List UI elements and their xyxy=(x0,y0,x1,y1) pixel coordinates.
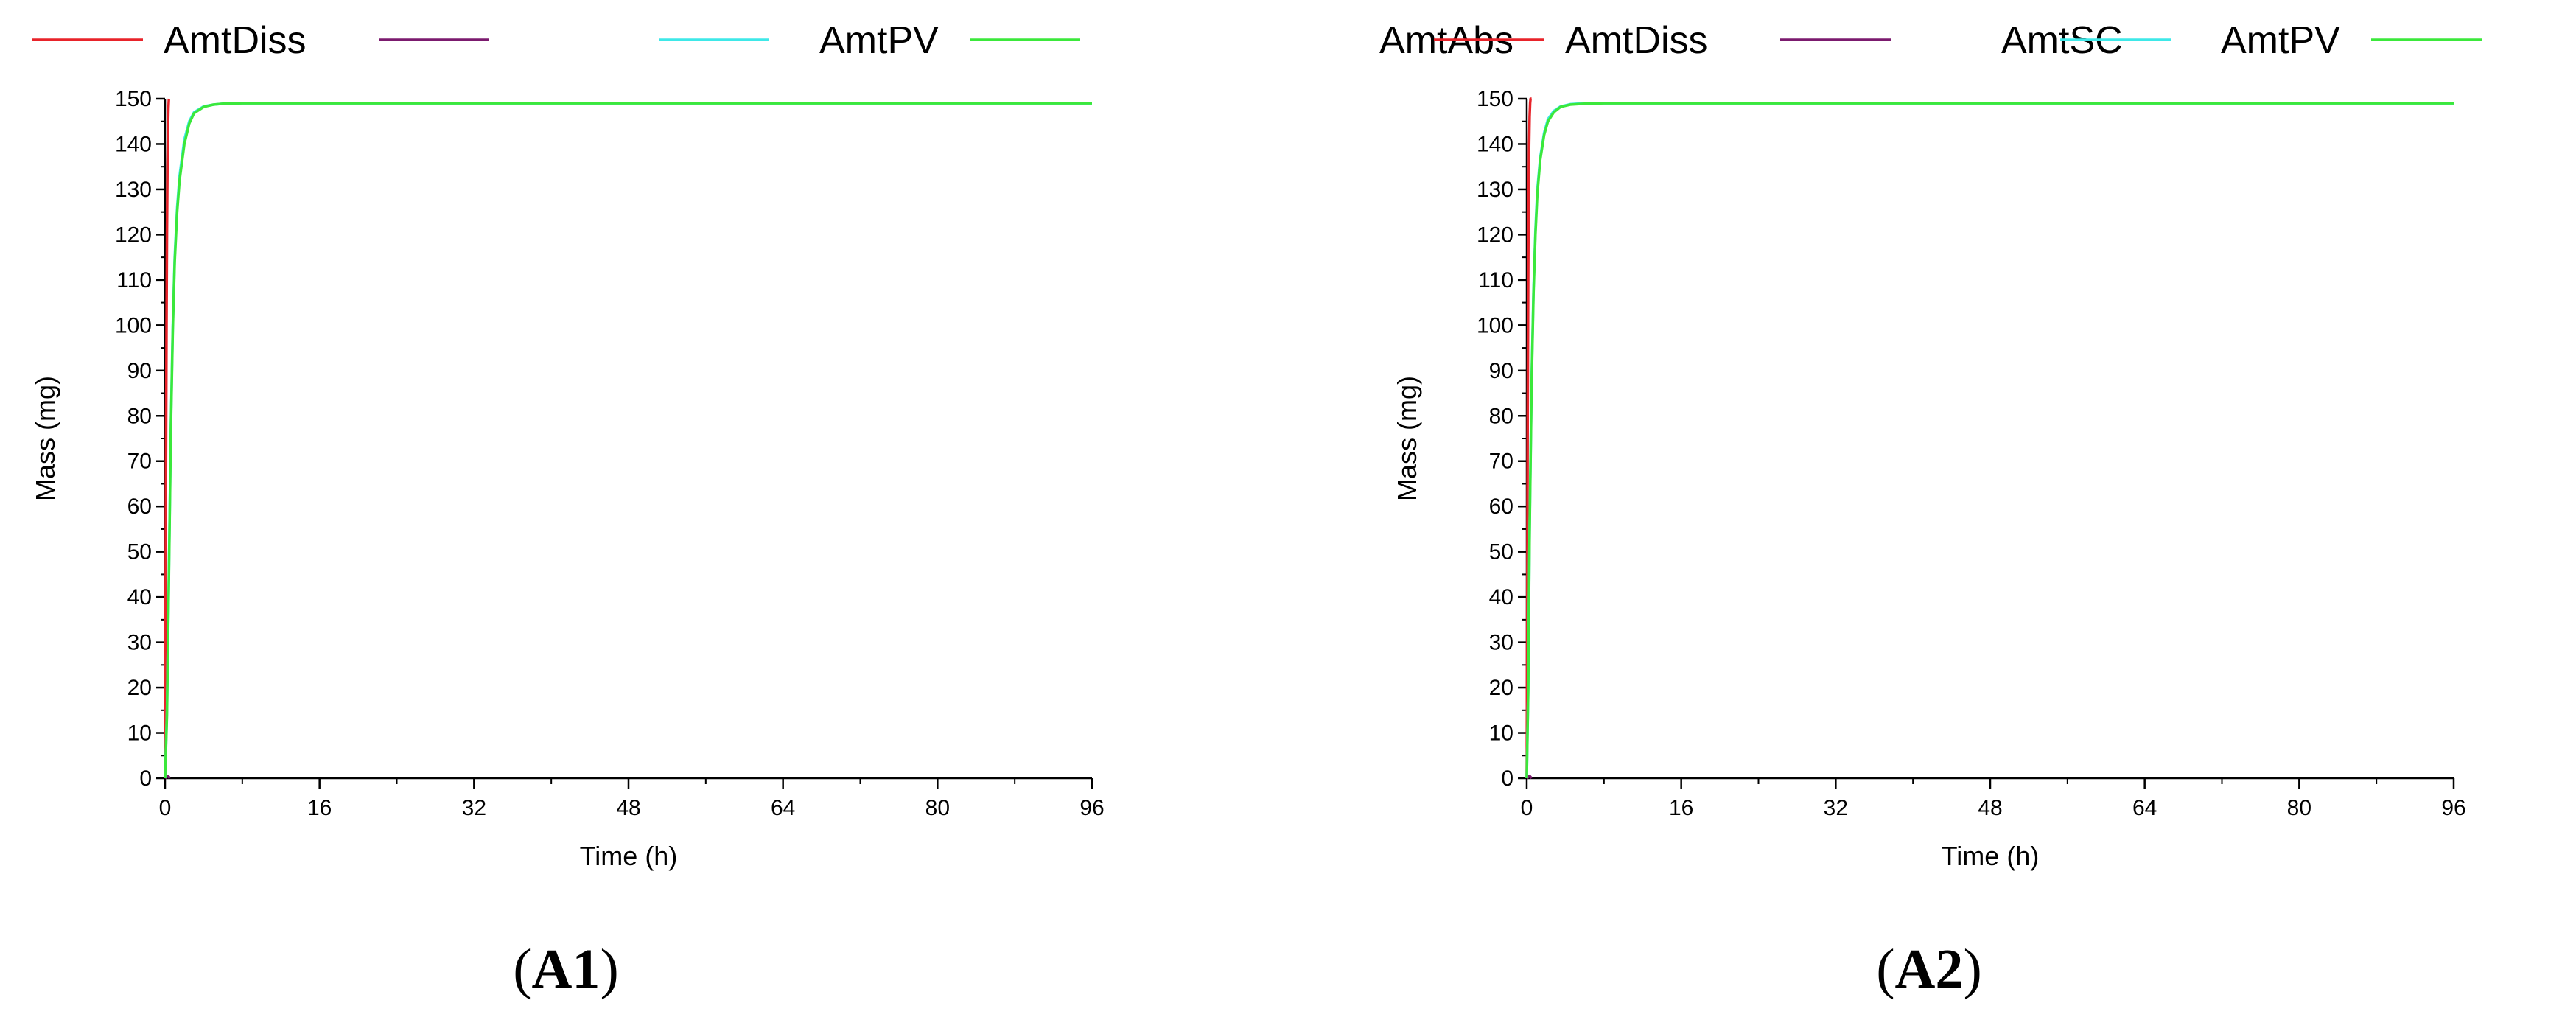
y-axis-title: Mass (mg) xyxy=(30,376,60,501)
legend-label: AmtPV xyxy=(819,19,939,62)
series-line-amtabs xyxy=(1525,102,2454,779)
x-tick-label: 16 xyxy=(307,796,332,820)
legend-item-amtsc: AmtSC xyxy=(970,19,2123,62)
x-tick-label: 64 xyxy=(2132,796,2157,820)
legend-item-amtdiss: AmtDiss xyxy=(32,19,307,62)
x-tick-label: 48 xyxy=(1978,796,2002,820)
x-tick-label: 0 xyxy=(159,796,172,820)
legend-item-amtpv: AmtPV xyxy=(379,19,939,62)
y-tick-label: 110 xyxy=(1478,268,1513,293)
y-tick-label: 120 xyxy=(1477,223,1513,247)
y-tick-label: 70 xyxy=(1489,450,1513,474)
y-tick-label: 10 xyxy=(127,721,152,746)
x-tick-label: 96 xyxy=(1079,796,1104,820)
series-line-amtdiss xyxy=(164,98,170,779)
legend-item-amtabs: AmtAbs xyxy=(659,19,1513,62)
legend-item-amtpv: AmtPV xyxy=(1780,19,2340,62)
y-tick-label: 80 xyxy=(1489,404,1513,428)
x-tick-label: 96 xyxy=(2441,796,2465,820)
y-tick-label: 50 xyxy=(127,540,152,565)
y-tick-label: 120 xyxy=(115,223,152,247)
y-tick-label: 150 xyxy=(115,87,152,111)
y-tick-label: 150 xyxy=(1477,87,1513,111)
y-axis-title: Mass (mg) xyxy=(1392,376,1422,501)
y-tick-label: 0 xyxy=(1501,766,1513,791)
legend-label: AmtDiss xyxy=(1565,19,1708,62)
panel-caption: (A2) xyxy=(1876,938,1982,1000)
y-tick-label: 90 xyxy=(1489,359,1513,383)
y-tick-label: 100 xyxy=(1477,313,1513,338)
x-tick-label: 16 xyxy=(1669,796,1693,820)
y-tick-label: 20 xyxy=(1489,676,1513,700)
chart-panel-a2: 0 10 20 30 40 50 60 70 80 90 100 110 120 130 140 150 0 16… xyxy=(1392,19,2482,1000)
x-axis-title: Time (h) xyxy=(1942,841,2040,871)
x-tick-label: 48 xyxy=(616,796,640,820)
x-tick-label: 80 xyxy=(925,796,950,820)
y-tick-label: 140 xyxy=(1477,132,1513,156)
series-line-amtsc xyxy=(164,102,1092,779)
y-tick-label: 130 xyxy=(1477,178,1513,202)
y-tick-label: 10 xyxy=(1489,721,1513,746)
y-tick-label: 20 xyxy=(127,676,152,700)
legend-label: AmtPV xyxy=(2221,19,2340,62)
y-tick-label: 90 xyxy=(127,359,152,383)
y-tick-label: 40 xyxy=(1489,585,1513,609)
series-line-amtsc xyxy=(1525,102,2454,779)
legend-item-amtdiss: AmtDiss xyxy=(1434,19,1708,62)
x-tick-label: 32 xyxy=(1824,796,1848,820)
x-tick-label: 80 xyxy=(2287,796,2311,820)
x-tick-label: 32 xyxy=(462,796,486,820)
panel-caption: (A1) xyxy=(513,938,619,1000)
series-line-amtabs xyxy=(164,102,1092,779)
y-tick-label: 110 xyxy=(116,268,152,293)
y-tick-label: 140 xyxy=(115,132,152,156)
y-tick-label: 60 xyxy=(1489,494,1513,519)
y-tick-label: 40 xyxy=(127,585,152,609)
y-tick-label: 30 xyxy=(1489,631,1513,655)
y-tick-label: 60 xyxy=(127,494,152,519)
y-tick-label: 100 xyxy=(115,313,152,338)
y-tick-label: 80 xyxy=(127,404,152,428)
series-line-amtdiss xyxy=(1525,97,1532,779)
y-tick-label: 130 xyxy=(115,178,152,202)
x-tick-label: 64 xyxy=(771,796,795,820)
legend-label: AmtDiss xyxy=(164,19,307,62)
y-tick-label: 50 xyxy=(1489,540,1513,565)
legend-item-amtabs: AmtAbs xyxy=(2060,38,2171,41)
legend-item-amtsc: AmtSC xyxy=(2371,38,2482,41)
y-tick-label: 70 xyxy=(127,450,152,474)
x-tick-label: 0 xyxy=(1521,796,1533,820)
y-tick-label: 30 xyxy=(127,631,152,655)
y-tick-label: 0 xyxy=(139,766,152,791)
x-axis-title: Time (h) xyxy=(580,841,678,871)
